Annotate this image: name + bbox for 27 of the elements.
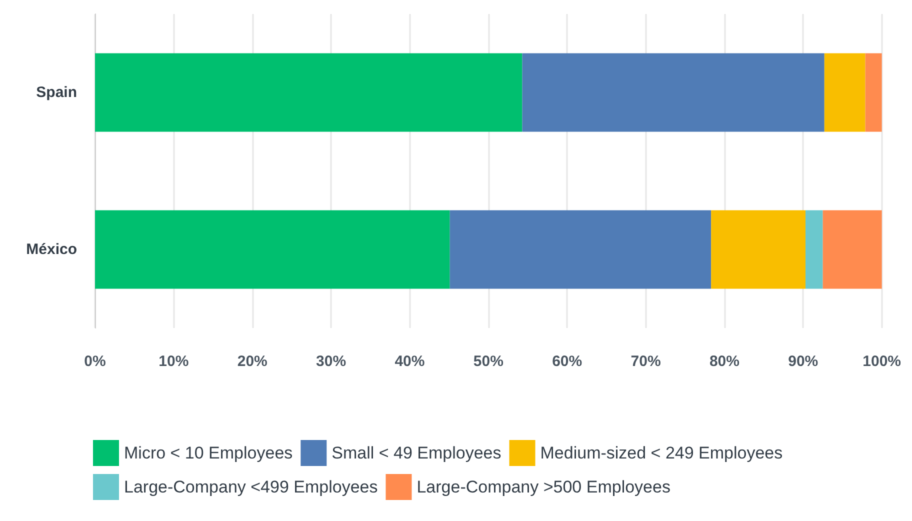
x-tick-label: 50% [473,353,504,370]
legend-label: Large-Company <499 Employees [124,478,378,496]
legend-label: Micro < 10 Employees [124,444,293,462]
bar [711,210,806,289]
x-tick-label: 40% [394,353,425,370]
x-tick-label: 10% [158,353,189,370]
x-tick-label: 100% [862,353,902,370]
x-tick-label: 90% [788,353,818,370]
legend-label: Small < 49 Employees [332,444,502,462]
y-tick-label: México [26,241,77,258]
legend-label: Medium-sized < 249 Employees [540,444,783,462]
bar [522,53,824,132]
bar [805,210,823,289]
bar [450,210,712,289]
x-tick-label: 30% [316,353,346,370]
x-tick-label: 70% [630,353,661,370]
bar [95,53,522,132]
bar [824,53,866,132]
bar [865,53,882,132]
x-tick-label: 20% [237,353,268,370]
x-tick-label: 80% [709,353,740,370]
x-tick-label: 60% [552,353,582,370]
y-tick-label: Spain [36,84,77,101]
bar [95,210,450,289]
bar [822,210,882,289]
legend-label: Large-Company >500 Employees [416,478,670,496]
x-tick-label: 0% [84,353,106,370]
